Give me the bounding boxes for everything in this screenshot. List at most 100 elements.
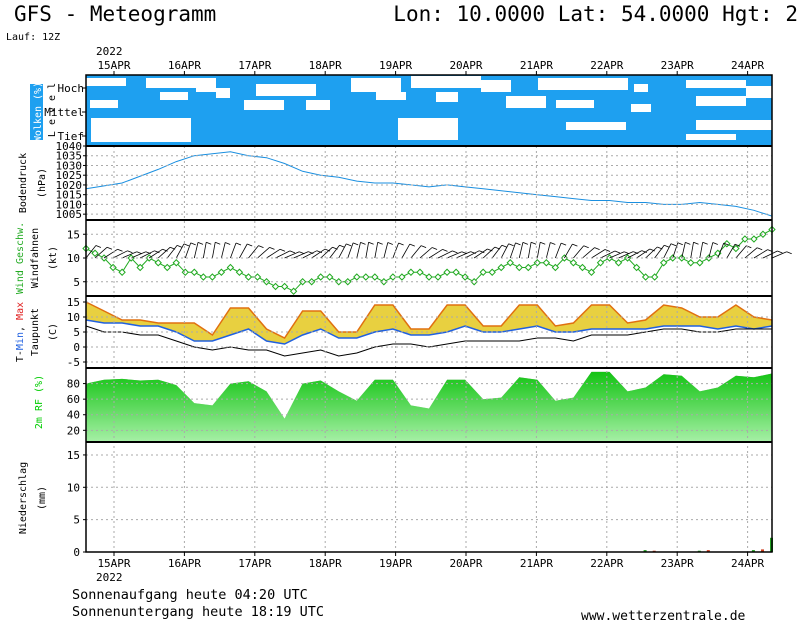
temp-tick-5: 5 [73,326,80,339]
wind-barb-27 [329,245,340,259]
wind-point-47 [506,259,514,267]
wind-point-15 [217,268,226,276]
wind-barb-flag-30 [360,242,366,245]
cloud-gap-28 [786,132,800,138]
cloud-gap-0 [86,78,126,86]
lat-value: 54.0000 [620,2,710,26]
cloud-ylabel-bg [30,84,43,140]
wind-barb-flag-60 [641,250,647,253]
wind-barb-32 [374,242,379,259]
rh-tick-40: 40 [67,409,80,422]
wind-point-39 [434,273,442,281]
wind-barb-36 [410,245,422,259]
sunrise-text: Sonnenaufgang heute 04:20 UTC [72,587,308,603]
wind-barb-55 [582,247,595,259]
wind-point-72 [732,244,740,253]
wind-point-35 [398,273,406,281]
wind-point-21 [271,282,280,291]
precip-tick-0: 0 [73,546,80,559]
pressure-tick-1005: 1005 [56,208,83,221]
cloud-gap-8 [244,100,284,110]
wind-barb-flag-9 [176,245,183,248]
wind-point-57 [596,259,605,267]
year-label-bottom: 2022 [96,571,123,584]
temp-ylabel2: Taupunkt [30,308,41,356]
wind-point-10 [172,259,180,267]
cloud-gap-24 [746,86,786,98]
date-tick-bottom-3: 18APR [309,557,342,570]
date-tick-top-4: 19APR [379,59,412,72]
precip-unit: (mm) [37,486,48,510]
wind-point-17 [235,268,244,276]
wind-barb-flag-18 [258,245,264,248]
wind-barb-51 [545,242,551,259]
wind-barb-flag-38 [442,249,448,252]
wind-barb-29 [347,242,354,259]
cloud-gap-22 [686,80,746,88]
wind-tick-10: 10 [67,252,80,265]
wind-barb-flag-53 [572,243,578,247]
wind-barb-18 [248,245,259,259]
wind-barb-flag-68 [702,241,708,245]
wind-point-61 [632,263,641,272]
wind-barb-61 [636,248,651,259]
wind-barb-21 [275,250,291,259]
temp-range-area [86,302,772,344]
dewpoint-line [85,325,772,357]
wind-point-11 [181,268,189,276]
wind-point-63 [650,273,659,281]
wind-barb-47 [509,242,516,259]
wind-barb-65 [672,242,679,259]
wind-barb-flag-20 [279,248,286,252]
rh-tick-20: 20 [67,424,80,437]
wind-point-16 [226,263,235,272]
wind-barb-38 [428,249,443,259]
wind-barb-flag-66 [685,242,691,245]
wind-barb-37 [419,247,433,259]
wind-barb-flag-35 [409,243,415,247]
rh-tick-60: 60 [67,393,80,406]
wind-barb-56 [591,249,606,259]
date-tick-bottom-2: 17APR [238,557,271,570]
cloud-ylabel: Wolken (%) [33,82,44,142]
wind-barb-71 [726,243,736,259]
wind-point-46 [497,263,505,272]
pressure-tick-1035: 1035 [56,150,83,163]
wind-barb-flag-46 [508,243,514,247]
pressure-tick-1030: 1030 [56,159,83,172]
wind-barb-flag-1 [106,246,113,250]
rh-tick-80: 80 [67,378,80,391]
wind-point-32 [371,273,379,281]
precip-bar-0 [643,550,647,552]
cloud-gap-17 [538,78,628,90]
wind-point-14 [208,273,217,281]
wind-barb-50 [536,242,541,259]
wind-barb-2 [103,248,118,259]
wind-point-67 [687,259,695,267]
date-tick-bottom-0: 15APR [97,557,130,570]
wind-point-49 [524,263,532,272]
wind-barb-flag-7 [162,248,168,252]
precip-tick-15: 15 [67,449,80,462]
wind-point-44 [479,268,487,276]
date-tick-bottom-5: 20APR [449,557,482,570]
wind-barb-flag-47 [515,242,521,246]
wind-point-52 [551,263,560,272]
cloud-gap-19 [566,122,626,130]
wind-barb-68 [699,242,704,259]
wind-point-8 [154,259,162,267]
temp-max-line [85,301,773,339]
cloud-gap-9 [306,100,330,110]
wind-barb-flag-57 [614,250,621,254]
date-tick-top-8: 23APR [661,59,694,72]
wind-barb-4 [121,251,137,259]
precip-tick-10: 10 [67,481,80,494]
wind-barb-flag-27 [339,244,345,248]
wind-barb-flag-54 [583,245,589,249]
cloud-gap-15 [481,80,511,92]
cloud-gap-29 [686,134,736,140]
wind-barb-53 [564,243,573,259]
temp-tick-10: 10 [67,311,80,324]
cloud-gap-4 [91,118,191,142]
wind-barb-12 [193,242,199,259]
